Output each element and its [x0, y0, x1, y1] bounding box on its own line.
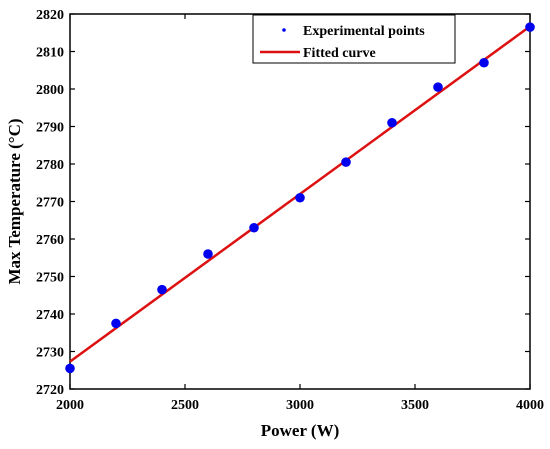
- y-axis-label: Max Temperature (°C): [5, 118, 24, 284]
- y-tick-label: 2790: [36, 121, 64, 136]
- experimental-point: [341, 157, 351, 167]
- experimental-point: [525, 22, 535, 32]
- y-tick-label: 2810: [36, 46, 64, 61]
- x-axis-label: Power (W): [261, 421, 340, 440]
- experimental-point: [433, 82, 443, 92]
- legend-marker-experimental-points: [282, 28, 286, 32]
- experimental-point: [479, 57, 489, 68]
- y-tick-label: 2760: [36, 233, 64, 248]
- y-tick-label: 2730: [36, 346, 64, 361]
- axis-ticks: 2000 2500 3000 3500 4000 2720 2730 2740 2750 2760…: [36, 8, 544, 413]
- legend-label-fitted-curve: Fitted curve: [303, 46, 376, 61]
- experimental-point: [249, 222, 259, 233]
- y-tick-label: 2740: [36, 308, 64, 323]
- legend-label-experimental-points: Experimental points: [303, 24, 425, 39]
- experimental-point: [111, 318, 121, 329]
- y-tick-label: 2720: [36, 383, 64, 398]
- y-tick-label: 2780: [36, 158, 64, 173]
- series-layer: [65, 22, 535, 374]
- y-tick-label: 2770: [36, 196, 64, 211]
- x-tick-label: 3500: [401, 398, 429, 413]
- experimental-point: [203, 249, 213, 259]
- y-tick-label: 2800: [36, 83, 64, 98]
- x-tick-label: 4000: [516, 398, 544, 413]
- legend: Experimental points Fitted curve: [252, 14, 456, 64]
- x-tick-label: 3000: [286, 398, 314, 413]
- experimental-point: [157, 284, 167, 295]
- experimental-point: [295, 192, 305, 203]
- y-tick-label: 2820: [36, 8, 64, 23]
- y-tick-label: 2750: [36, 271, 64, 286]
- experimental-point: [65, 363, 75, 374]
- legend-box: [252, 14, 456, 64]
- experimental-point: [387, 117, 397, 128]
- x-tick-label: 2500: [171, 398, 199, 413]
- x-tick-label: 2000: [56, 398, 84, 413]
